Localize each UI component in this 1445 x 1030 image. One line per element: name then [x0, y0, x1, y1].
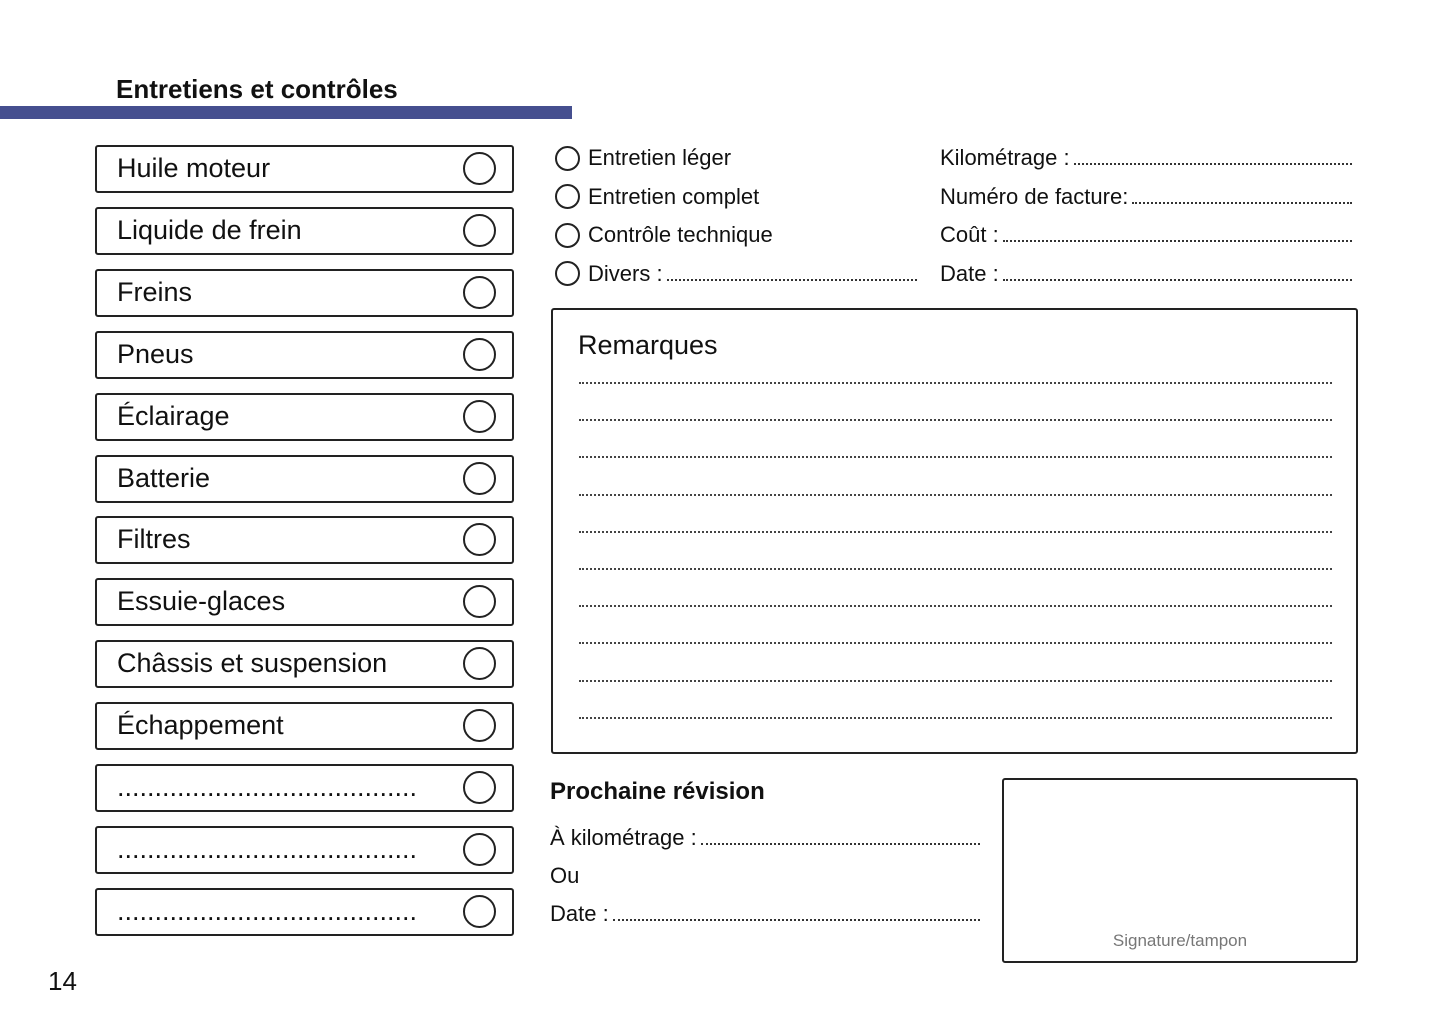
remarks-line[interactable] — [579, 716, 1332, 719]
field-input[interactable] — [1002, 278, 1352, 281]
service-field[interactable]: Numéro de facture: — [940, 184, 1352, 210]
checkbox-circle-icon[interactable] — [463, 585, 496, 619]
checklist-label: Éclairage — [117, 400, 230, 431]
checklist-item[interactable]: Pneus — [95, 330, 514, 379]
remarks-title: Remarques — [578, 330, 718, 360]
section-title: Entretiens et contrôles — [116, 74, 398, 104]
field-input[interactable] — [1073, 163, 1352, 165]
checkbox-circle-icon[interactable] — [463, 647, 496, 681]
checklist-label: Échappement — [117, 710, 284, 741]
other-input[interactable] — [666, 278, 917, 281]
remarks-line[interactable] — [579, 679, 1332, 682]
checklist-label: ........................................ — [117, 895, 418, 926]
checklist-label: Huile moteur — [117, 153, 271, 183]
remarks-line[interactable] — [579, 382, 1332, 384]
checklist-item[interactable]: Batterie — [95, 454, 514, 503]
radio-circle-icon[interactable] — [555, 145, 580, 171]
checklist-item[interactable]: Huile moteur — [95, 145, 514, 193]
service-field[interactable]: Kilométrage : — [940, 145, 1352, 171]
checkbox-circle-icon[interactable] — [463, 152, 496, 185]
service-field[interactable]: Coût : — [940, 222, 1352, 248]
or-text: Ou — [550, 863, 580, 888]
field-label: Date : — [940, 260, 999, 286]
service-field[interactable]: Date : — [940, 261, 1352, 287]
checklist-item[interactable]: Échappement — [95, 702, 514, 751]
page-number: 14 — [48, 966, 77, 996]
or-label: Ou — [550, 863, 579, 889]
service-option[interactable]: Entretien complet — [555, 184, 759, 210]
checklist-item[interactable]: Essuie-glaces — [95, 578, 514, 627]
field-label: Coût : — [940, 222, 999, 247]
checkbox-circle-icon[interactable] — [463, 275, 496, 309]
remarks-line[interactable] — [579, 493, 1332, 496]
signature-box[interactable]: Signature/tampon — [1002, 778, 1358, 963]
checkbox-circle-icon[interactable] — [463, 709, 496, 743]
radio-circle-icon[interactable] — [555, 261, 580, 286]
checklist-item[interactable]: Filtres — [95, 516, 514, 565]
option-label: Contrôle technique — [588, 222, 773, 247]
radio-circle-icon[interactable] — [555, 184, 580, 209]
remarks-line[interactable] — [579, 605, 1332, 608]
remarks-line[interactable] — [579, 568, 1332, 570]
next-date-field[interactable]: Date : — [550, 901, 980, 927]
next-km-field[interactable]: À kilométrage : — [550, 825, 980, 851]
checkbox-circle-icon[interactable] — [463, 832, 496, 866]
option-label: Entretien léger — [588, 145, 732, 170]
next-service-title: Prochaine révision — [550, 778, 765, 805]
checklist-item[interactable]: Éclairage — [95, 392, 514, 441]
checklist-label: Liquide de frein — [117, 214, 302, 245]
remarks-box: Remarques — [551, 308, 1358, 754]
checkbox-circle-icon[interactable] — [463, 771, 496, 804]
next-date-input[interactable] — [612, 919, 980, 921]
checklist-label: Essuie-glaces — [117, 586, 286, 617]
checkbox-circle-icon[interactable] — [463, 461, 496, 495]
checklist-item[interactable]: ........................................ — [95, 764, 514, 812]
option-label: Divers : — [588, 260, 663, 286]
checklist-label: Freins — [117, 276, 193, 307]
next-km-label: À kilométrage : — [550, 825, 697, 850]
checklist-item[interactable]: Liquide de frein — [95, 206, 514, 255]
checklist-label: ........................................ — [117, 772, 418, 802]
checklist-label: Châssis et suspension — [117, 648, 388, 679]
checklist-label: ........................................ — [117, 833, 418, 864]
service-option[interactable]: Contrôle technique — [555, 222, 773, 248]
service-option[interactable]: Divers : — [555, 261, 917, 287]
checkbox-circle-icon[interactable] — [463, 213, 496, 247]
field-input[interactable] — [1132, 201, 1352, 204]
checklist-item[interactable]: ........................................ — [95, 887, 514, 936]
field-label: Kilométrage : — [940, 145, 1070, 170]
checklist-item[interactable]: Châssis et suspension — [95, 640, 514, 689]
field-label: Numéro de facture: — [940, 183, 1129, 209]
checklist-item[interactable]: ........................................ — [95, 825, 514, 874]
field-input[interactable] — [1002, 240, 1352, 242]
next-date-label: Date : — [550, 901, 609, 926]
remarks-line[interactable] — [579, 419, 1332, 422]
checklist-item[interactable]: Freins — [95, 268, 514, 317]
checklist-label: Filtres — [117, 524, 191, 555]
radio-circle-icon[interactable] — [555, 222, 580, 248]
title-bar — [0, 106, 572, 119]
checkbox-circle-icon[interactable] — [463, 399, 496, 433]
signature-label: Signature/tampon — [1112, 931, 1248, 950]
remarks-line[interactable] — [579, 530, 1332, 533]
checkbox-circle-icon[interactable] — [463, 523, 496, 557]
service-option[interactable]: Entretien léger — [555, 145, 731, 171]
checklist-label: Pneus — [117, 338, 194, 369]
remarks-line[interactable] — [579, 642, 1332, 645]
checklist-label: Batterie — [117, 462, 211, 493]
checkbox-circle-icon[interactable] — [463, 337, 496, 371]
next-km-input[interactable] — [700, 843, 980, 845]
checkbox-circle-icon[interactable] — [463, 894, 496, 928]
remarks-line[interactable] — [579, 456, 1332, 459]
option-label: Entretien complet — [588, 183, 760, 209]
